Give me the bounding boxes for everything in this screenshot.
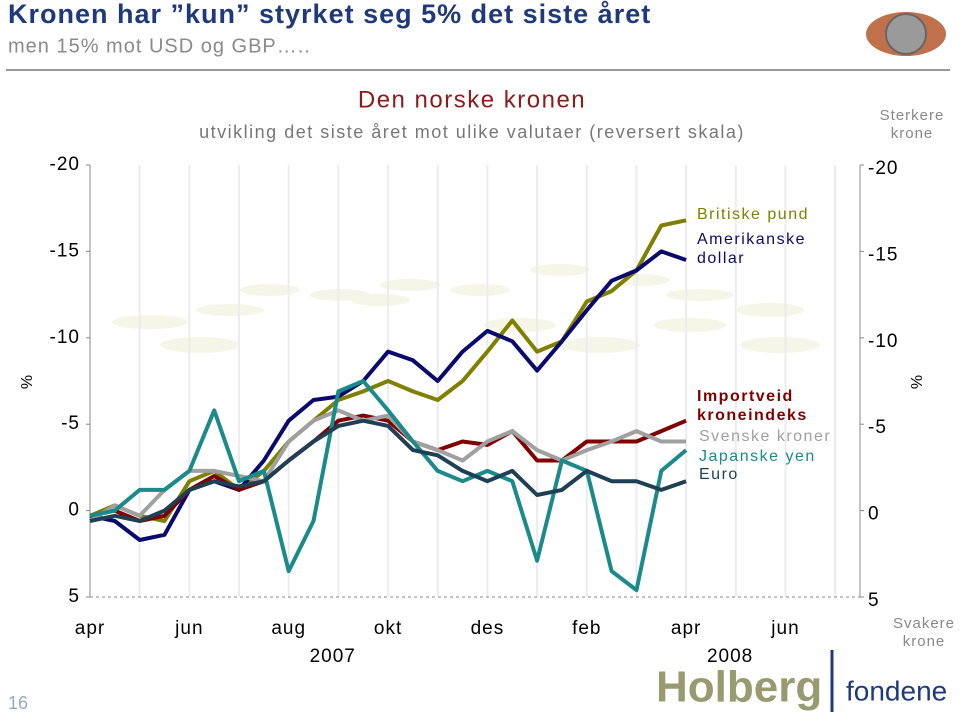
y2-tick-label: 0: [868, 504, 880, 525]
y-tick-label: -10: [50, 327, 80, 348]
x-tick-label: aug: [271, 618, 306, 639]
year-label: 2007: [310, 646, 356, 667]
x-tick-label: apr: [75, 618, 105, 639]
axis-note: Svakere krone: [893, 615, 955, 650]
y2-tick-label: -10: [868, 331, 898, 352]
y-tick-label: 5: [68, 586, 80, 607]
legend-label: Amerikanske dollar: [697, 231, 806, 267]
slide-title: Kronen har ”kun” styrket seg 5% det sist…: [8, 0, 651, 29]
y-tick-label: -20: [50, 154, 80, 175]
legend-label: Britiske pund: [697, 206, 809, 223]
y2-axis-label: %: [909, 375, 926, 389]
x-tick-label: des: [471, 618, 505, 639]
x-tick-label: jun: [174, 618, 203, 639]
chart-title: Den norske kronen: [358, 86, 586, 113]
watermark: [112, 264, 820, 353]
legend-label: Svenske kroner: [699, 428, 831, 445]
x-tick-label: feb: [572, 618, 601, 639]
axis-note: Sterkere krone: [880, 107, 945, 142]
y2-tick-label: -15: [868, 244, 898, 265]
y-tick-label: -15: [50, 240, 80, 261]
coin-logo: [866, 12, 946, 56]
slide-subtitle: men 15% mot USD og GBP…..: [8, 35, 311, 57]
x-tick-label: okt: [374, 618, 402, 639]
logo-sub: fondene: [846, 675, 947, 706]
page-number: 16: [8, 693, 28, 713]
y2-tick-label: -20: [868, 158, 898, 179]
series-line: [89, 218, 687, 523]
series-line: [89, 418, 687, 523]
y2-tick-label: 5: [868, 590, 880, 611]
y-axis-label: %: [19, 375, 36, 389]
y-tick-label: -5: [61, 413, 80, 434]
x-tick-label: apr: [671, 618, 701, 639]
legend-label: Euro: [699, 466, 739, 483]
y2-tick-label: -5: [868, 417, 887, 438]
year-label: 2008: [707, 646, 753, 667]
legend-label: Importveid kroneindeks: [697, 388, 808, 424]
x-tick-label: jun: [770, 618, 799, 639]
logo-name: Holberg: [656, 663, 822, 712]
chart-subtitle: utvikling det siste året mot ulike valut…: [199, 122, 745, 142]
legend-label: Japanske yen: [699, 448, 816, 465]
y-tick-label: 0: [68, 500, 80, 521]
